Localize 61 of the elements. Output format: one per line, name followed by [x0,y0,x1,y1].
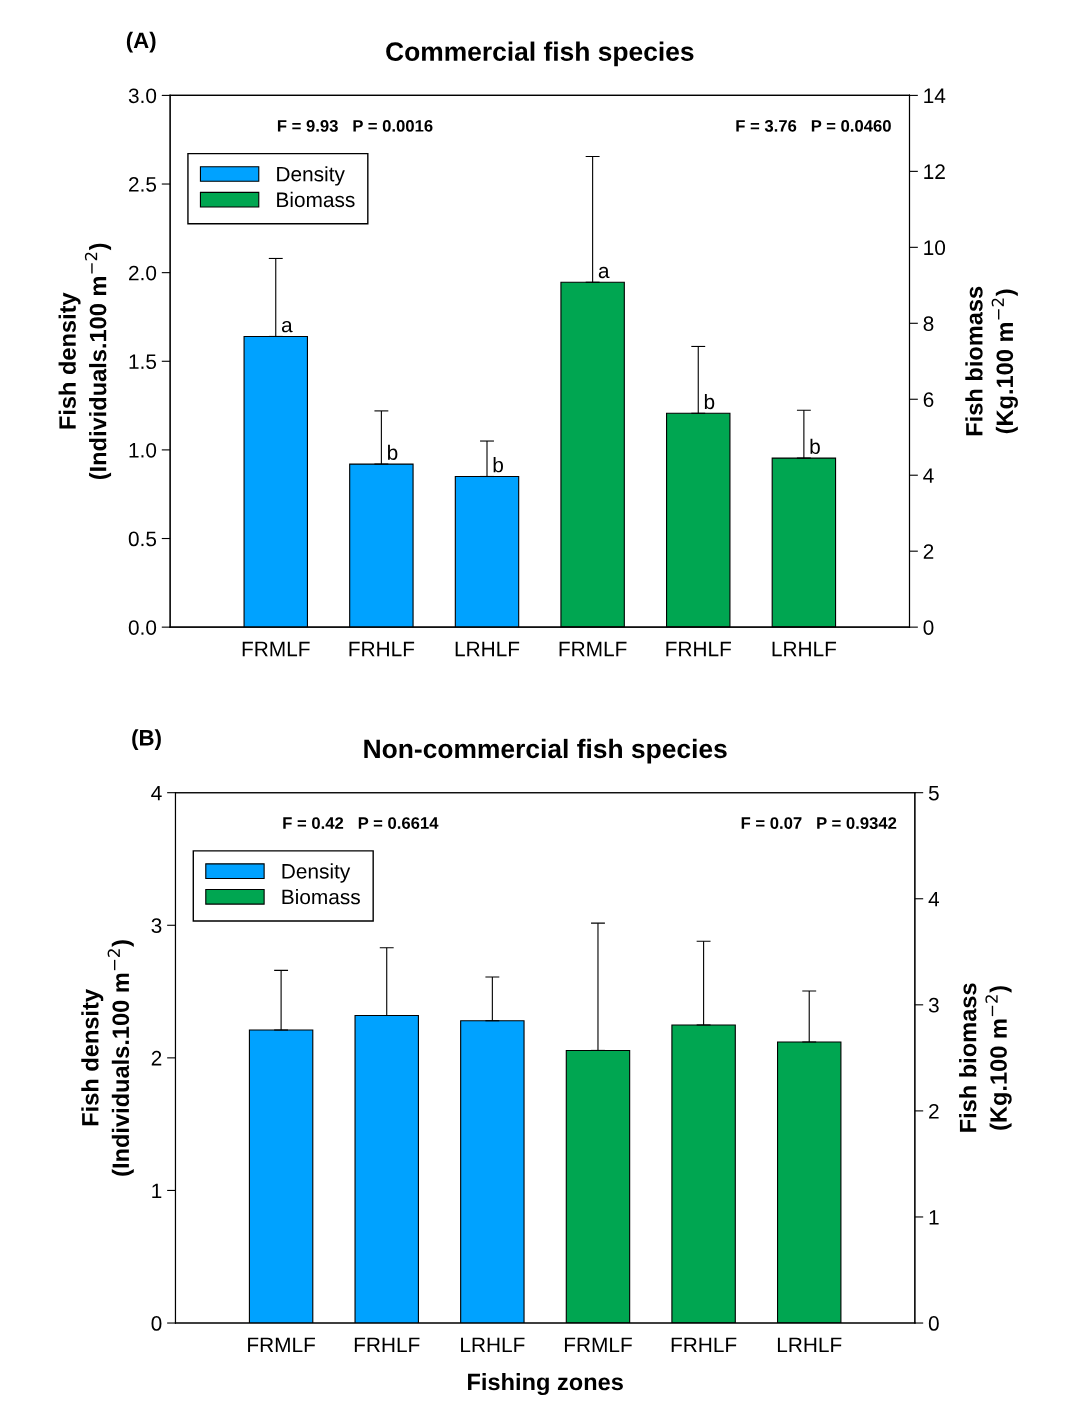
data-label: b [493,457,503,473]
x-tick-label: FRMLF [242,641,310,657]
y2-tick-label: 14 [924,88,946,103]
y2-tick-label: 4 [928,891,940,907]
legend-label: Biomass [282,889,360,905]
x-tick-label: FRMLF [248,1337,315,1353]
annotation: F = 0.42 P = 0.6614 [283,817,439,829]
y2-axis-title: Fish biomass (Kg.100 m$^{−2}$) [965,286,1018,436]
x-tick-label: LRHLF [461,1337,525,1353]
y2-tick-label: 0 [923,620,934,635]
annotation: F = 9.93 P = 0.0016 [277,119,433,132]
x-tick-label: FRHLF [671,1337,737,1353]
x-tick-label: FRHLF [354,1337,420,1353]
y2-tick-label: 8 [923,316,934,332]
data-label: a [281,320,293,333]
y-tick-label: 2 [151,1050,162,1066]
legend-label: Density [282,863,351,883]
x-tick-label: LRHLF [455,641,520,657]
data-label: b [388,444,398,460]
y-tick-label: 1 [152,1183,162,1198]
chart-title: Commercial fish species [386,41,694,67]
legend-label: Biomass [277,191,355,208]
y-tick-label: 0 [151,1316,162,1331]
data-label: b [704,393,715,410]
y2-tick-label: 5 [928,785,939,801]
y-tick-label: 2.5 [129,177,157,192]
y2-tick-label: 2 [929,1103,939,1119]
y2-tick-label: 2 [923,544,934,559]
legend-label: Density [277,166,345,186]
y2-tick-label: 4 [923,468,934,483]
y-tick-label: 4 [151,785,162,801]
y2-tick-label: 1 [929,1210,939,1225]
y2-tick-label: 12 [924,164,945,179]
y-tick-label: 2.0 [129,265,157,281]
text: (A) [126,31,156,53]
y-tick-label: 3 [151,918,162,934]
x-tick-label: FRMLF [559,641,627,657]
chart-title: Non-commercial fish species [364,738,727,764]
x-axis-title: Fishing zones [468,1373,623,1396]
y2-axis-title: Fish biomass (Kg.100 m$^{−2}$) [959,983,1012,1132]
x-tick-label: FRHLF [349,641,415,657]
y-tick-label: 0.0 [128,620,157,635]
y2-tick-label: 6 [923,392,934,408]
y-axis-title: Fish density (Individuals.100 m$^{−2}$) [58,243,112,480]
y-tick-label: 1.0 [129,442,157,458]
y-tick-label: 3.0 [128,88,157,104]
annotation: F = 0.07 P = 0.9342 [741,817,897,830]
data-label: b [810,438,820,455]
annotation: F = 3.76 P = 0.0460 [736,119,891,132]
y2-tick-label: 10 [924,240,946,256]
data-label: a [598,266,610,279]
x-tick-label: LRHLF [777,1337,842,1353]
x-tick-label: FRMLF [564,1337,632,1353]
x-tick-label: FRHLF [666,641,731,657]
y2-tick-label: 0 [928,1316,939,1331]
x-tick-label: LRHLF [772,641,837,657]
y2-tick-label: 3 [928,997,939,1013]
y-tick-label: 1.5 [129,354,157,370]
y-axis-title: Fish density (Individuals.100 m$^{−2}$) [81,940,134,1176]
text: (B) [132,729,161,751]
y-tick-label: 0.5 [128,531,157,547]
